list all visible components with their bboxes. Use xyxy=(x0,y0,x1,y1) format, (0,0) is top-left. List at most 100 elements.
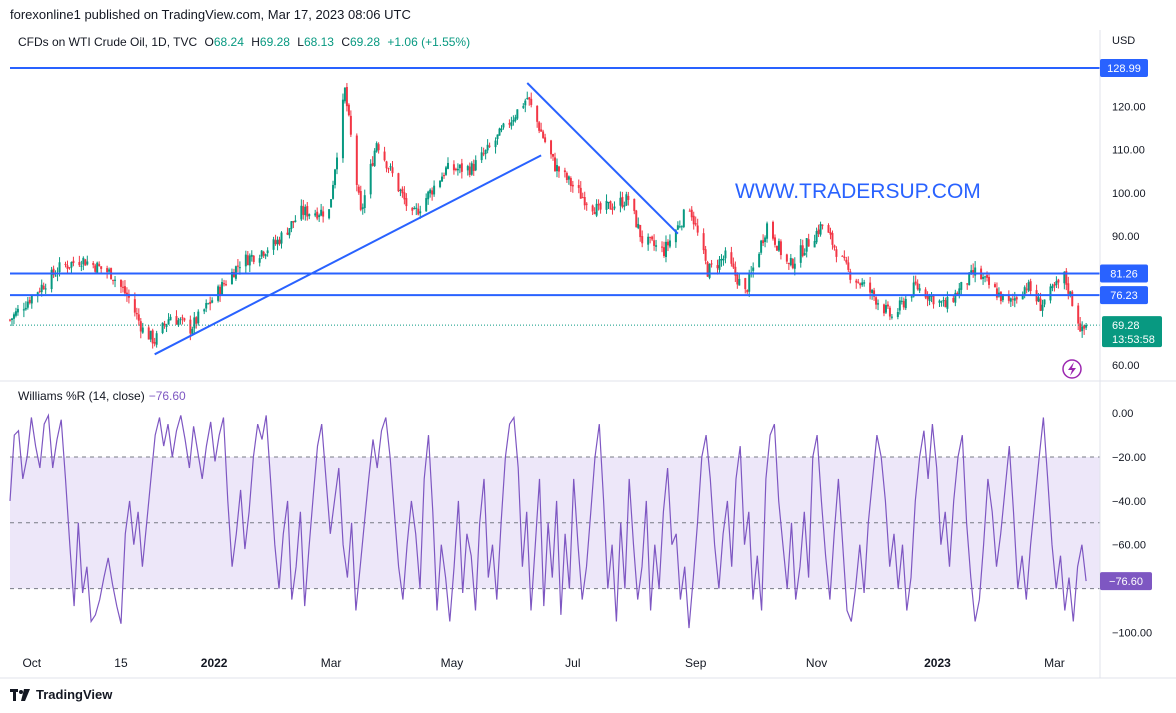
candle-body xyxy=(191,328,194,335)
candle-body xyxy=(1001,294,1004,301)
candle-body xyxy=(454,168,457,171)
candle-body xyxy=(207,303,210,305)
candle-body xyxy=(841,255,844,257)
candle-body xyxy=(349,115,352,135)
candle-body xyxy=(581,197,584,199)
candle-body xyxy=(355,135,358,185)
candle-body xyxy=(262,251,265,256)
candle-body xyxy=(225,284,228,286)
candle-body xyxy=(86,261,89,265)
candle-body xyxy=(565,173,568,180)
candle-body xyxy=(1039,298,1042,311)
candle-body xyxy=(791,258,794,269)
candle-body xyxy=(141,327,144,333)
lightning-icon xyxy=(1062,359,1082,379)
candle-body xyxy=(179,318,182,321)
candle-body xyxy=(52,268,55,276)
candle-body xyxy=(888,307,891,317)
candle-body xyxy=(500,128,503,131)
candle-body xyxy=(230,271,233,285)
candle-body xyxy=(647,236,650,245)
candle-body xyxy=(571,184,574,187)
candle-body xyxy=(773,237,776,245)
candle-body xyxy=(28,299,31,303)
tradingview-logo-icon xyxy=(10,688,30,701)
time-tick-label: 2023 xyxy=(924,656,951,670)
candle-body xyxy=(300,205,303,220)
candle-body xyxy=(320,209,323,216)
candle-body xyxy=(544,137,547,142)
candle-body xyxy=(579,187,582,199)
candle-body xyxy=(92,263,95,265)
symbol-name[interactable]: CFDs on WTI Crude Oil, 1D, TVC xyxy=(18,35,198,49)
candle-body xyxy=(793,263,796,269)
open-label: O xyxy=(204,35,214,49)
candle-body xyxy=(542,131,545,138)
candle-body xyxy=(371,162,374,166)
candle-body xyxy=(1025,288,1028,290)
candle-body xyxy=(304,207,307,216)
candle-body xyxy=(472,163,475,172)
candle-body xyxy=(914,281,917,284)
candle-body xyxy=(38,290,41,292)
candle-body xyxy=(752,267,755,271)
candle-body xyxy=(1011,298,1014,300)
candle-body xyxy=(514,117,517,121)
candle-body xyxy=(286,232,289,235)
candle-body xyxy=(952,297,955,302)
candle-body xyxy=(591,205,594,212)
candle-body xyxy=(58,262,61,273)
candle-body xyxy=(877,303,880,305)
candle-body xyxy=(738,278,741,286)
indicator-name[interactable]: Williams %R (14, close) xyxy=(18,389,145,403)
candle-body xyxy=(189,319,192,334)
footer-brand[interactable]: TradingView xyxy=(10,687,112,702)
candle-body xyxy=(439,180,442,187)
candle-body xyxy=(583,197,586,206)
candle-body xyxy=(264,254,267,257)
price-tick-label: 90.00 xyxy=(1112,231,1140,243)
candle-body xyxy=(674,230,677,243)
candle-body xyxy=(900,300,903,302)
candle-body xyxy=(736,274,739,285)
candle-body xyxy=(849,271,852,280)
candle-body xyxy=(528,97,531,100)
candle-body xyxy=(522,106,525,108)
williams-r-pane[interactable] xyxy=(9,413,1100,629)
candle-body xyxy=(1029,281,1032,292)
candle-body xyxy=(405,198,408,207)
candle-body xyxy=(593,212,596,215)
candle-body xyxy=(734,266,737,276)
candle-body xyxy=(177,320,180,326)
candle-body xyxy=(1051,285,1054,289)
candle-body xyxy=(635,210,638,228)
wr-value-label: −76.60 xyxy=(1109,576,1143,588)
candle-body xyxy=(710,263,713,265)
candle-body xyxy=(827,225,830,233)
time-tick-label: 15 xyxy=(114,656,128,670)
candle-body xyxy=(692,215,695,225)
time-tick-label: 2022 xyxy=(201,656,228,670)
candle-body xyxy=(524,100,527,106)
candle-body xyxy=(153,342,156,344)
candle-body xyxy=(986,275,989,278)
countdown-label: 13:53:58 xyxy=(1112,334,1155,346)
candle-body xyxy=(829,232,832,235)
candle-body xyxy=(526,97,529,99)
candle-body xyxy=(1041,304,1044,311)
candle-body xyxy=(716,265,719,269)
price-pane[interactable] xyxy=(9,66,1100,379)
candle-body xyxy=(345,87,348,107)
candle-body xyxy=(149,330,152,340)
candle-body xyxy=(14,311,17,316)
candle-body xyxy=(494,140,497,148)
candle-body xyxy=(246,255,249,265)
candle-body xyxy=(974,267,977,276)
candle-body xyxy=(552,154,555,157)
candle-body xyxy=(682,209,685,228)
candle-body xyxy=(26,301,29,308)
candle-body xyxy=(1081,326,1084,332)
candle-body xyxy=(425,198,428,212)
candle-body xyxy=(359,191,362,210)
